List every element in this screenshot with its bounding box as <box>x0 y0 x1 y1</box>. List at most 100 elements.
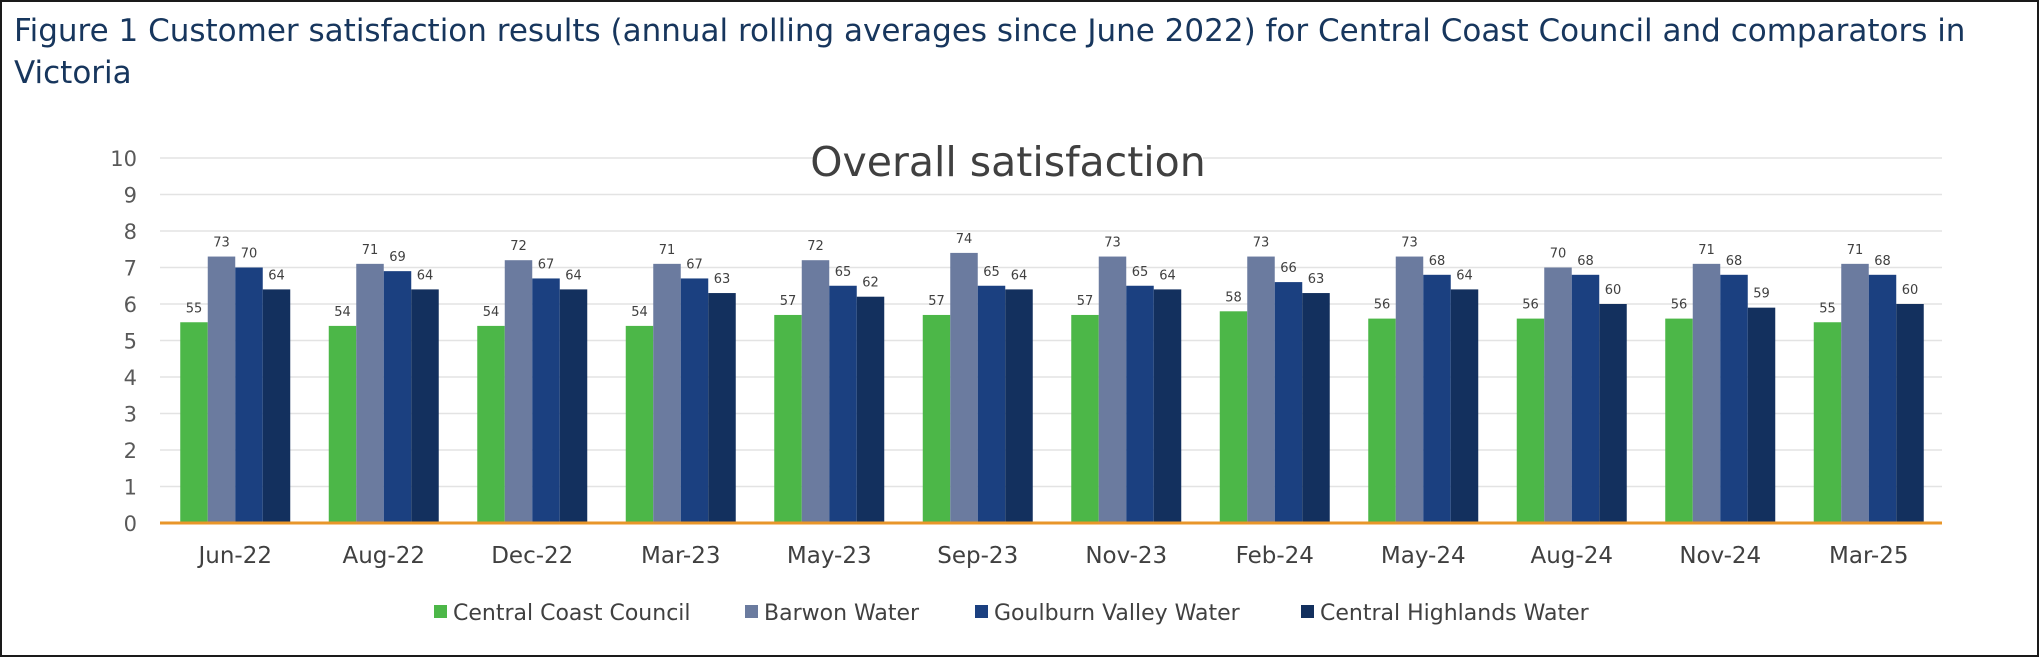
legend-swatch <box>745 605 758 618</box>
data-label: 72 <box>510 239 527 254</box>
y-tick-label: 9 <box>124 184 137 208</box>
bar <box>1516 318 1545 523</box>
data-label: 73 <box>1104 236 1121 251</box>
data-label: 64 <box>1456 268 1473 283</box>
bar <box>1841 263 1869 523</box>
bar <box>1868 274 1897 523</box>
bar <box>1544 267 1572 523</box>
y-tick-label: 1 <box>124 476 137 500</box>
bar <box>1247 256 1275 523</box>
y-tick-label: 2 <box>124 439 137 463</box>
bar <box>328 325 357 523</box>
y-tick-label: 8 <box>124 220 137 244</box>
bar <box>559 289 588 523</box>
bar <box>383 271 412 523</box>
bar <box>1153 289 1182 523</box>
bar <box>1368 318 1396 523</box>
data-label: 67 <box>686 257 703 272</box>
data-label: 71 <box>1698 243 1715 258</box>
bar <box>356 263 384 523</box>
legend-swatch <box>434 605 447 618</box>
bar <box>1302 293 1330 523</box>
legend-swatch <box>1301 605 1314 618</box>
bar <box>1395 256 1424 523</box>
data-label: 55 <box>1819 301 1836 316</box>
data-label: 72 <box>807 239 824 254</box>
data-label: 65 <box>835 265 852 280</box>
data-label: 71 <box>1847 243 1864 258</box>
chart-title-background <box>813 138 1203 186</box>
data-label: 57 <box>1077 294 1094 309</box>
bar <box>1665 318 1693 523</box>
x-category-label: Mar-23 <box>641 543 721 569</box>
bar <box>625 325 654 523</box>
data-label: 70 <box>241 247 258 262</box>
data-label: 55 <box>186 301 203 316</box>
data-label: 60 <box>1902 283 1919 298</box>
data-label: 54 <box>631 305 648 320</box>
y-tick-label: 6 <box>124 293 137 317</box>
y-axis-ticks: 0 1 2 3 4 5 6 7 8 9 10 <box>110 147 137 536</box>
bar <box>1896 304 1924 523</box>
bar <box>680 278 709 523</box>
data-label: 68 <box>1726 254 1743 269</box>
bar <box>1005 289 1033 523</box>
chart-title: Overall satisfaction <box>810 138 1206 186</box>
legend-label: Central Highlands Water <box>1320 601 1590 626</box>
bar <box>1071 314 1099 523</box>
data-label: 73 <box>1401 236 1418 251</box>
bar <box>235 267 263 523</box>
bar <box>207 256 236 523</box>
figure-caption: Figure 1 Customer satisfaction results (… <box>14 13 1966 91</box>
x-category-label: May-23 <box>787 543 872 569</box>
gridlines <box>160 157 1942 488</box>
bar <box>1720 274 1748 523</box>
bar <box>180 322 208 523</box>
y-tick-label: 7 <box>124 257 137 281</box>
bar <box>1450 289 1479 523</box>
legend-label: Goulburn Valley Water <box>994 601 1241 626</box>
bar <box>1692 263 1721 523</box>
bar <box>1571 274 1600 523</box>
data-label: 64 <box>417 268 434 283</box>
x-category-label: Aug-24 <box>1531 543 1613 569</box>
bar <box>477 325 505 523</box>
data-label: 68 <box>1577 254 1594 269</box>
x-category-label: Mar-25 <box>1829 543 1909 569</box>
bar <box>411 289 439 523</box>
bar <box>1098 256 1127 523</box>
bar <box>653 263 681 523</box>
bar <box>708 293 736 523</box>
x-category-label: Nov-23 <box>1085 543 1167 569</box>
data-label: 56 <box>1522 298 1539 313</box>
bar <box>262 289 291 523</box>
data-label: 65 <box>983 265 1000 280</box>
bar <box>950 252 978 523</box>
x-axis-categories: Jun-22 Aug-22 Dec-22 Mar-23 May-23 Sep-23 Nov-… <box>196 543 1908 569</box>
y-tick-label: 0 <box>124 512 137 536</box>
data-label: 64 <box>1159 268 1176 283</box>
bar <box>829 285 857 523</box>
legend: Central Coast Council Barwon Water Goulbur… <box>434 601 1590 626</box>
data-label: 63 <box>714 272 731 287</box>
data-label: 74 <box>956 232 973 247</box>
bar <box>774 314 802 523</box>
bar <box>1813 322 1842 523</box>
data-label: 57 <box>780 294 797 309</box>
bar <box>1126 285 1154 523</box>
bar <box>922 314 951 523</box>
legend-swatch <box>975 605 988 618</box>
data-label: 73 <box>1253 236 1270 251</box>
data-label: 68 <box>1874 254 1891 269</box>
bar <box>504 260 533 523</box>
data-label: 67 <box>538 257 555 272</box>
bar <box>801 260 830 523</box>
legend-label: Central Coast Council <box>453 601 691 626</box>
data-label: 54 <box>334 305 351 320</box>
x-category-label: Sep-23 <box>937 543 1018 569</box>
bar <box>1747 307 1776 523</box>
data-label: 73 <box>213 236 230 251</box>
data-labels: 55 73 70 64 54 71 69 64 54 72 67 64 54 71 67 63 57 72 65 62… <box>186 232 1919 320</box>
